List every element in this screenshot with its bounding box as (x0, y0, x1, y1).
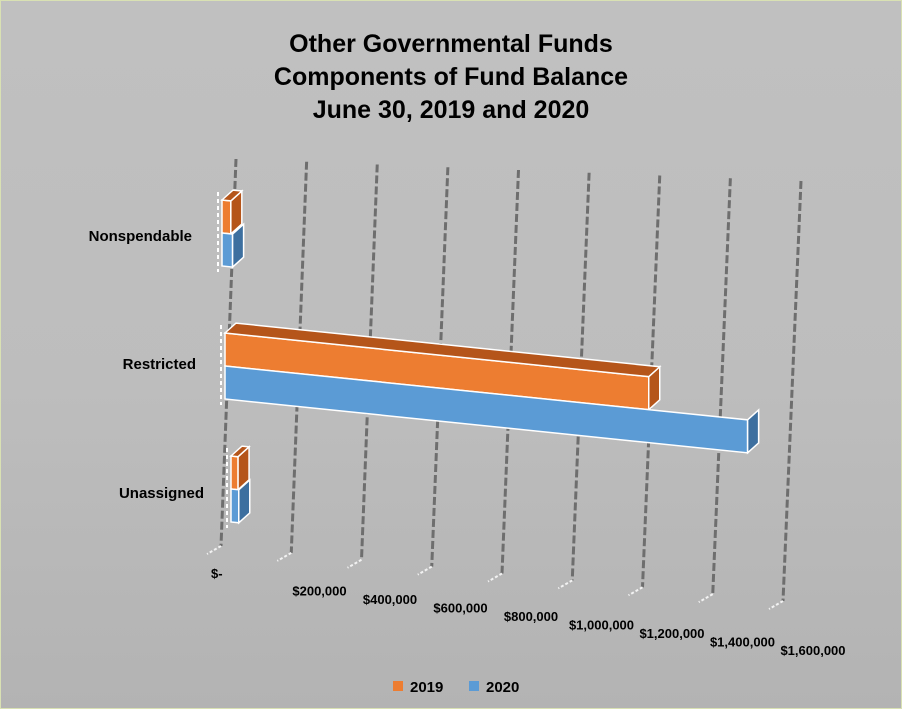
gridline (781, 180, 803, 602)
bar-side-2020-restricted (746, 408, 760, 455)
x-tick-label: $1,400,000 (710, 635, 775, 650)
floor-tick (347, 558, 362, 569)
legend-swatch-2019 (393, 681, 403, 691)
chart-title: Other Governmental Funds Components of F… (274, 30, 628, 124)
bar-side-2020-unassigned (238, 478, 251, 525)
x-tick-labels: $- $200,000 $400,000 $600,000 $800,000 $1,000… (211, 566, 846, 658)
floor-tick (206, 545, 222, 555)
x-tick-label: $400,000 (363, 592, 417, 607)
title-line-2: Components of Fund Balance (274, 63, 628, 91)
bar-2019-nonspendable (221, 199, 232, 235)
bar-2020-nonspendable (221, 232, 234, 268)
bar-2020-unassigned (230, 488, 240, 524)
category-labels: Nonspendable Restricted Unassigned (89, 228, 204, 502)
legend: 2019 2020 (393, 679, 519, 696)
floor-tick (768, 600, 784, 610)
legend-swatch-2020 (469, 681, 479, 691)
floor-tick (557, 579, 573, 590)
title-line-1: Other Governmental Funds (289, 30, 613, 58)
gridline (711, 178, 732, 595)
bar-top-unassigned (229, 445, 251, 458)
x-tick-label: $1,600,000 (780, 643, 845, 658)
legend-label-2020: 2020 (486, 679, 519, 696)
bar-top-restricted (223, 322, 662, 378)
x-tick-label: $1,000,000 (569, 618, 634, 633)
x-tick-label: $200,000 (292, 584, 346, 599)
bars (217, 189, 760, 528)
legend-label-2019: 2019 (410, 679, 443, 696)
bar-top-nonspendable (220, 189, 244, 202)
title-line-3: June 30, 2019 and 2020 (313, 96, 590, 124)
category-label-unassigned: Unassigned (119, 485, 204, 502)
bar-side-2020-nonspendable (231, 222, 245, 269)
floor-tick (698, 593, 714, 603)
floor-tick (417, 565, 433, 576)
x-tick-label: $800,000 (504, 609, 558, 624)
bar-2019-unassigned (230, 455, 239, 491)
x-tick-label: $600,000 (433, 601, 487, 616)
x-tick-label: $1,200,000 (639, 626, 704, 641)
floor-tick (487, 572, 503, 583)
gridline (289, 161, 309, 553)
gridline (641, 175, 662, 588)
floor-tick (276, 552, 292, 562)
x-tick-label: $- (211, 566, 223, 581)
floor-tick (628, 586, 643, 597)
category-label-restricted: Restricted (123, 356, 196, 373)
category-label-nonspendable: Nonspendable (89, 228, 192, 245)
